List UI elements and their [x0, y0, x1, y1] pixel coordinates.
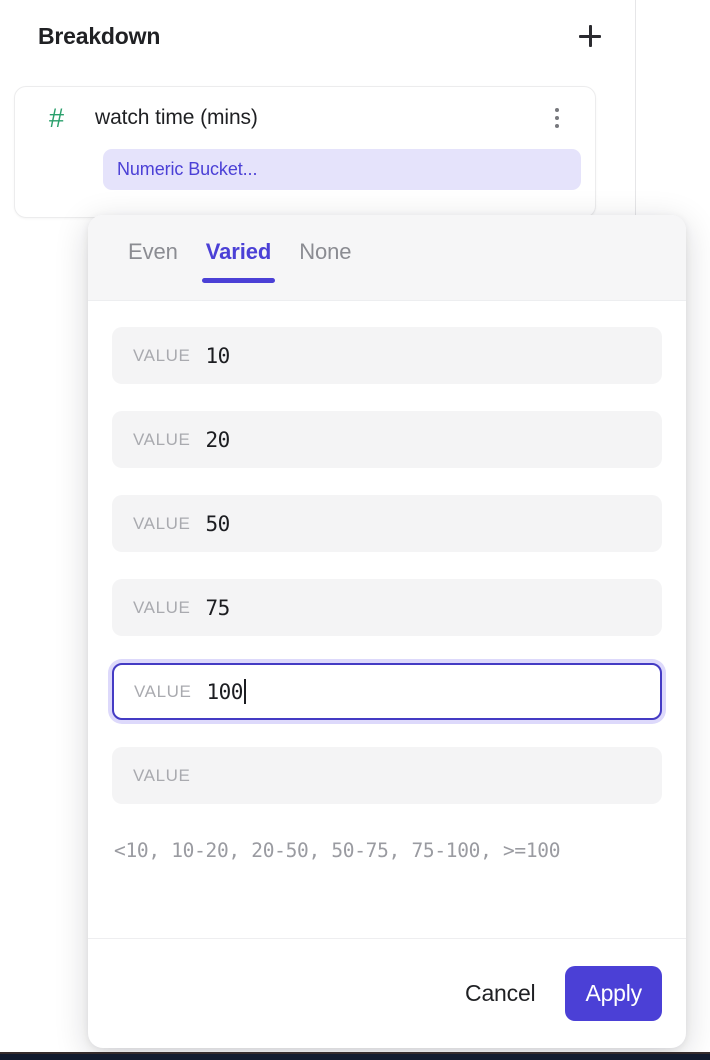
value-placeholder: VALUE — [133, 765, 191, 785]
tab-none[interactable]: None — [285, 239, 365, 283]
kebab-menu-icon[interactable] — [545, 104, 569, 132]
breakdown-field-name: watch time (mins) — [95, 106, 258, 129]
bucket-values-list: VALUE 10 VALUE 20 VALUE 50 VALUE 75 VALU… — [88, 301, 686, 938]
cancel-button[interactable]: Cancel — [457, 970, 543, 1017]
bucket-value-input-1[interactable]: 10 — [205, 343, 231, 368]
kebab-dot — [555, 124, 559, 128]
bucket-value-input-2[interactable]: 20 — [205, 427, 231, 452]
bucket-value-input-3[interactable]: 50 — [205, 511, 231, 536]
text-cursor — [243, 679, 246, 704]
value-label: VALUE — [133, 345, 191, 365]
bucket-range-preview: <10, 10-20, 20-50, 50-75, 75-100, >=100 — [114, 839, 561, 862]
bucket-value-input-4[interactable]: 75 — [205, 595, 231, 620]
bucket-value-row-1[interactable]: VALUE 10 — [112, 327, 662, 384]
bucket-value-row-6[interactable]: VALUE — [112, 747, 662, 804]
bucket-mode-tabs: Even Varied None — [88, 215, 686, 301]
panel-divider — [635, 0, 636, 217]
bucket-value-row-2[interactable]: VALUE 20 — [112, 411, 662, 468]
tab-even[interactable]: Even — [114, 239, 192, 283]
bucket-value-row-3[interactable]: VALUE 50 — [112, 495, 662, 552]
numeric-bucket-chip[interactable]: Numeric Bucket... — [103, 149, 581, 190]
tab-varied[interactable]: Varied — [192, 239, 285, 283]
add-breakdown-button[interactable] — [573, 19, 607, 53]
numeric-bucket-popup: Even Varied None VALUE 10 VALUE 20 VALUE… — [88, 215, 686, 1048]
breakdown-chip-row: Numeric Bucket... — [15, 149, 595, 190]
breakdown-card-header: # watch time (mins) — [15, 87, 595, 149]
bucket-value-input-5[interactable]: 100 — [206, 679, 244, 704]
kebab-dot — [555, 116, 559, 120]
kebab-dot — [555, 108, 559, 112]
popup-footer: Cancel Apply — [88, 938, 686, 1048]
value-label: VALUE — [133, 597, 191, 617]
value-label: VALUE — [133, 513, 191, 533]
hash-icon: # — [49, 102, 65, 133]
window-bottom-edge — [0, 1052, 710, 1060]
bucket-value-row-5[interactable]: VALUE 100 — [112, 663, 662, 720]
breakdown-card[interactable]: # watch time (mins) Numeric Bucket... — [14, 86, 596, 218]
value-label: VALUE — [134, 681, 192, 701]
apply-button[interactable]: Apply — [565, 966, 662, 1021]
bucket-value-row-4[interactable]: VALUE 75 — [112, 579, 662, 636]
value-label: VALUE — [133, 429, 191, 449]
page-title: Breakdown — [38, 22, 161, 49]
breakdown-header: Breakdown — [0, 0, 635, 72]
